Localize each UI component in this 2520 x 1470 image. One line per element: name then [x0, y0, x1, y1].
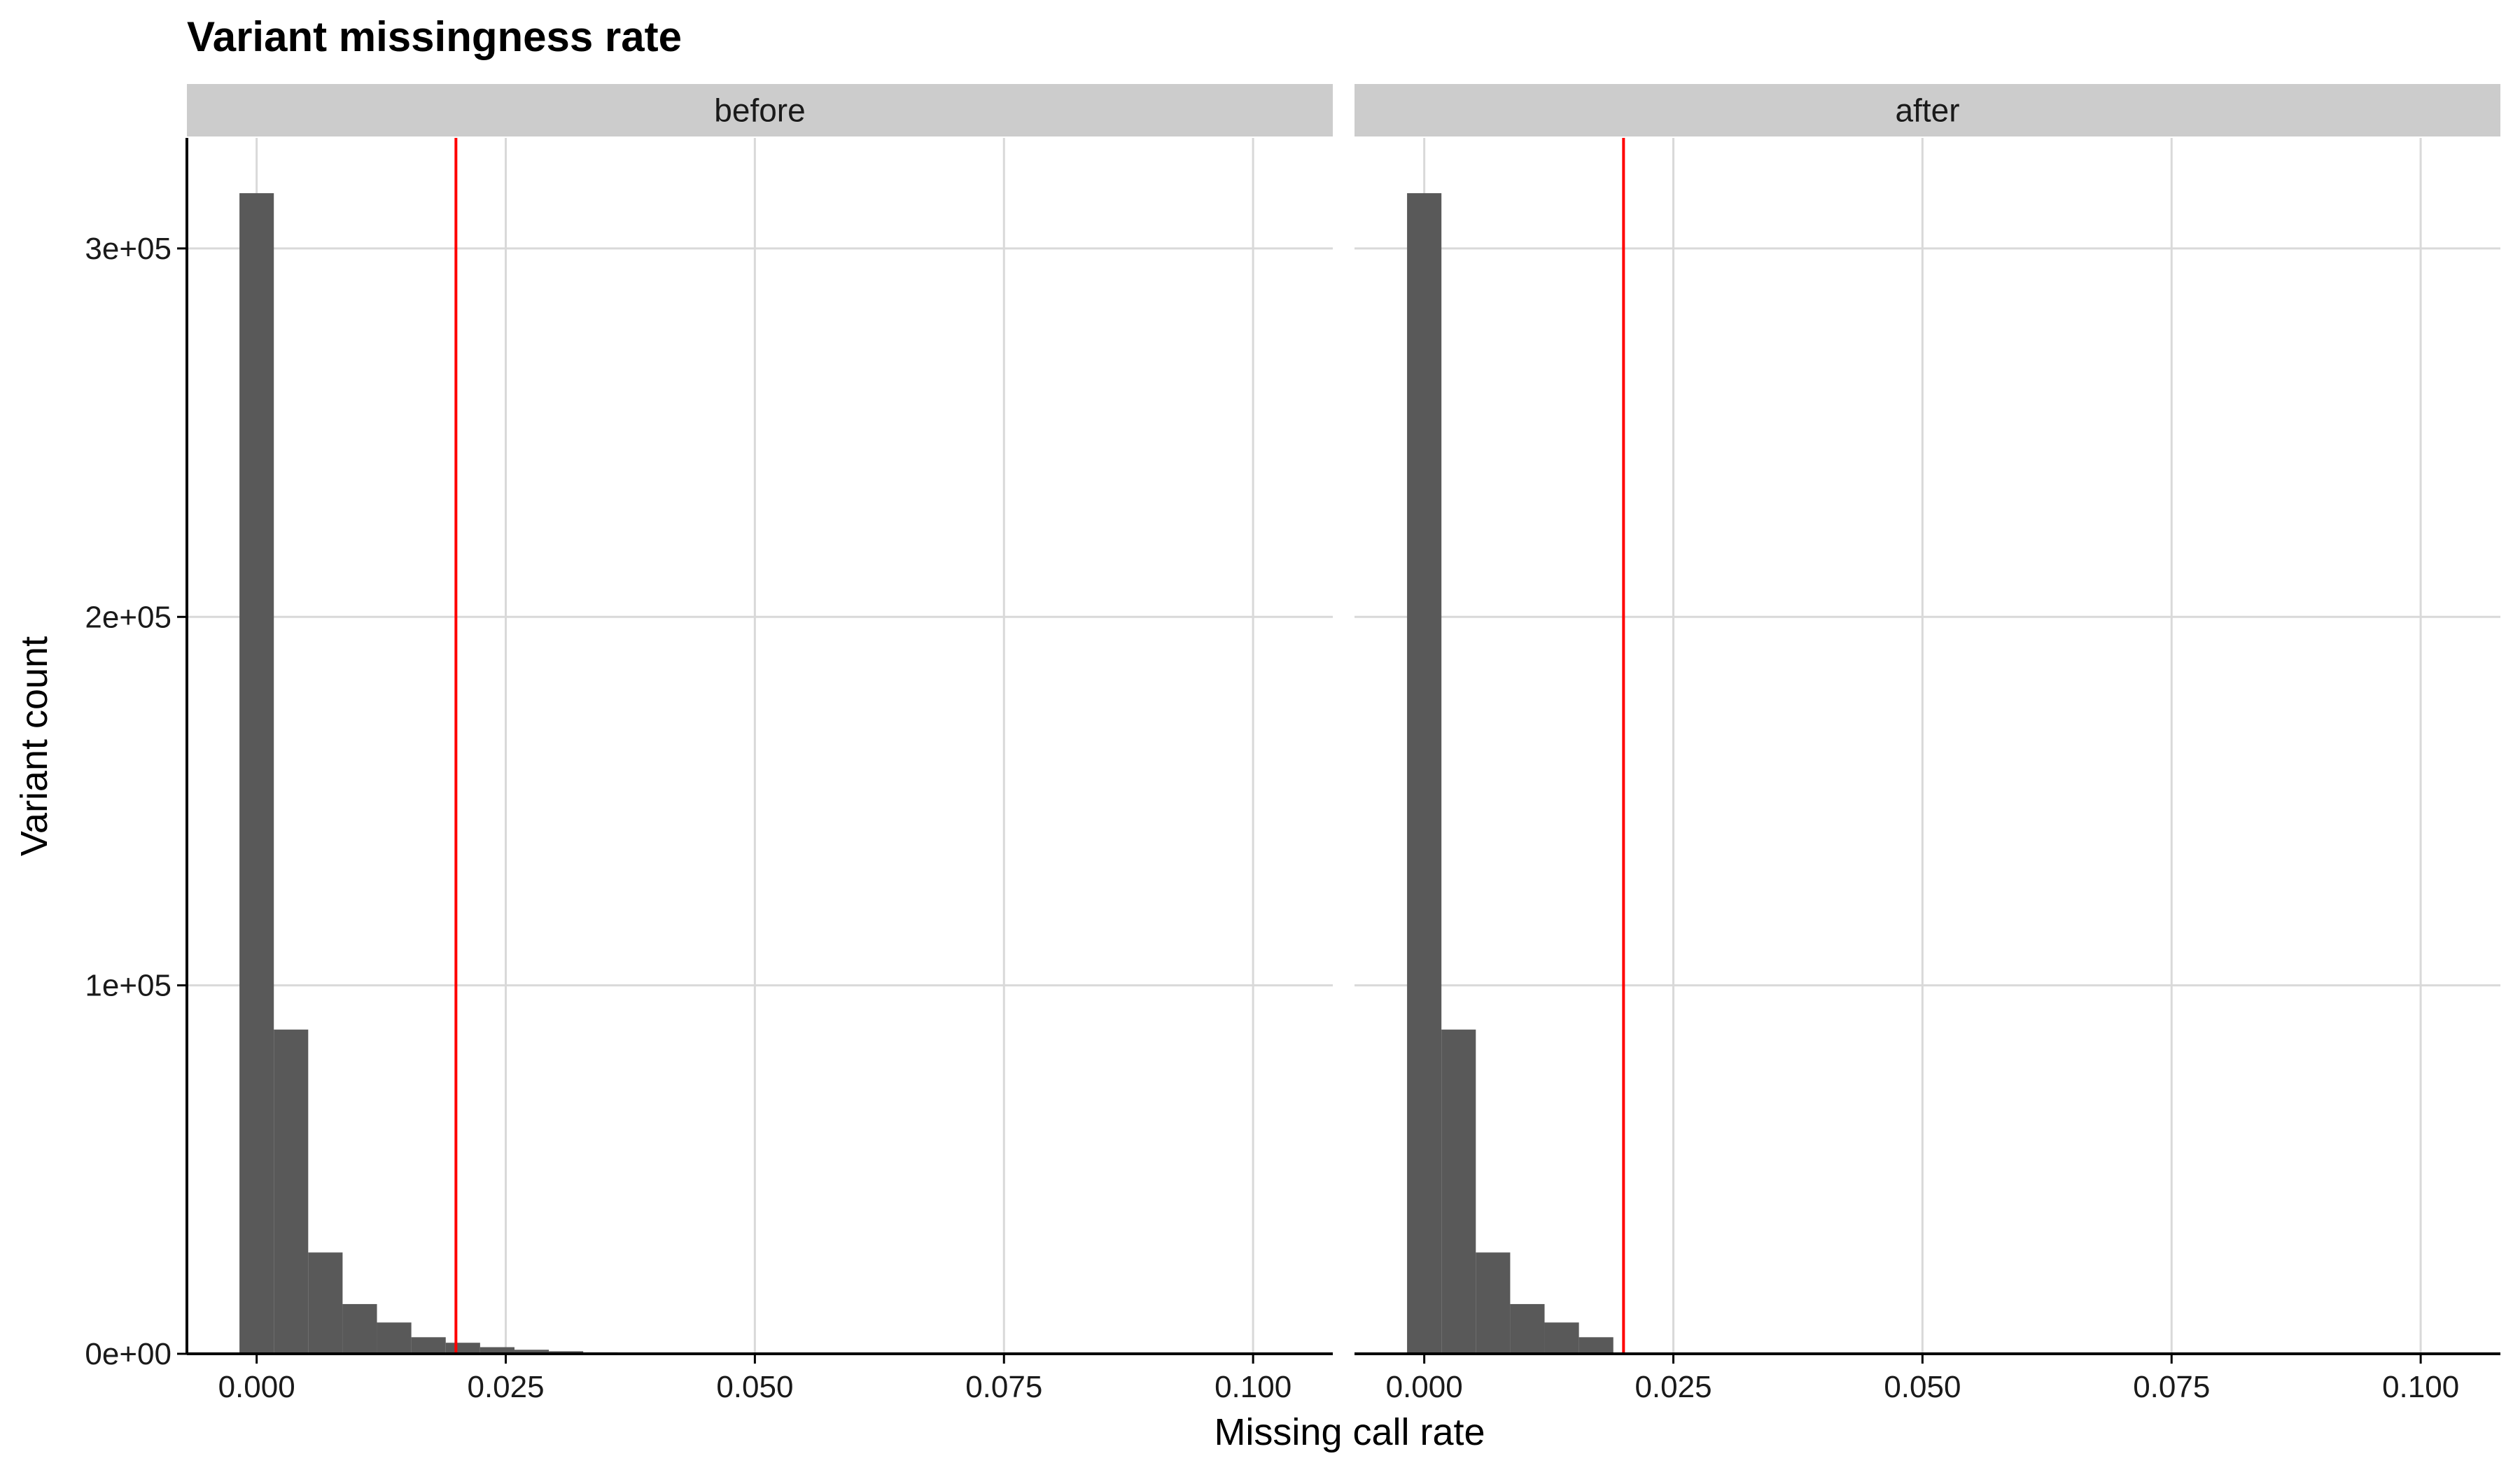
histogram-bar [1407, 192, 1442, 1354]
histogram-bar [479, 1347, 514, 1354]
x-tick-label: 0.075 [2133, 1370, 2210, 1404]
x-tick-label: 0.000 [218, 1370, 295, 1404]
chart-title: Variant missingness rate [187, 13, 682, 60]
histogram-bar [342, 1303, 377, 1354]
histogram-bar [1441, 1029, 1476, 1354]
histogram-bar [1544, 1322, 1579, 1354]
y-tick-label: 2e+05 [85, 600, 172, 634]
x-tick-label: 0.100 [1214, 1370, 1292, 1404]
histogram-bar [239, 192, 274, 1354]
histogram-bar [377, 1322, 412, 1354]
facet-strip-label: after [1895, 92, 1959, 129]
x-tick-label: 0.025 [467, 1370, 544, 1404]
y-tick-label: 3e+05 [85, 232, 172, 266]
x-tick-label: 0.025 [1634, 1370, 1712, 1404]
x-tick-label: 0.050 [1884, 1370, 1961, 1404]
x-tick-label: 0.050 [716, 1370, 793, 1404]
facet-panel-after: after 0.000 0.025 0.050 0.075 0.100 [1354, 84, 2500, 1404]
histogram-bar [308, 1252, 343, 1354]
histogram-bar [274, 1029, 309, 1354]
facet-strip-label: before [714, 92, 805, 129]
facet-strip [187, 84, 1333, 136]
facet-panels: before 0e+00 1e+05 2e+05 3e+05 0.000 0.025 0.05… [85, 84, 2500, 1404]
histogram-bar [411, 1337, 446, 1354]
histogram-bar [445, 1343, 480, 1354]
x-tick-label: 0.100 [2382, 1370, 2459, 1404]
histogram-bar [1510, 1303, 1545, 1354]
x-tick-label: 0.075 [965, 1370, 1042, 1404]
facet-panel-before: before 0e+00 1e+05 2e+05 3e+05 0.000 0.025 0.05… [85, 84, 1333, 1404]
y-tick-label: 0e+00 [85, 1337, 172, 1371]
y-axis-title: Variant count [13, 636, 55, 856]
facet-strip [1354, 84, 2500, 136]
histogram-bar [1578, 1337, 1614, 1354]
histogram-bar [1476, 1252, 1511, 1354]
x-axis-title: Missing call rate [1214, 1411, 1485, 1453]
x-tick-label: 0.000 [1386, 1370, 1463, 1404]
histogram-bar [514, 1350, 550, 1354]
y-tick-label: 1e+05 [85, 969, 172, 1003]
